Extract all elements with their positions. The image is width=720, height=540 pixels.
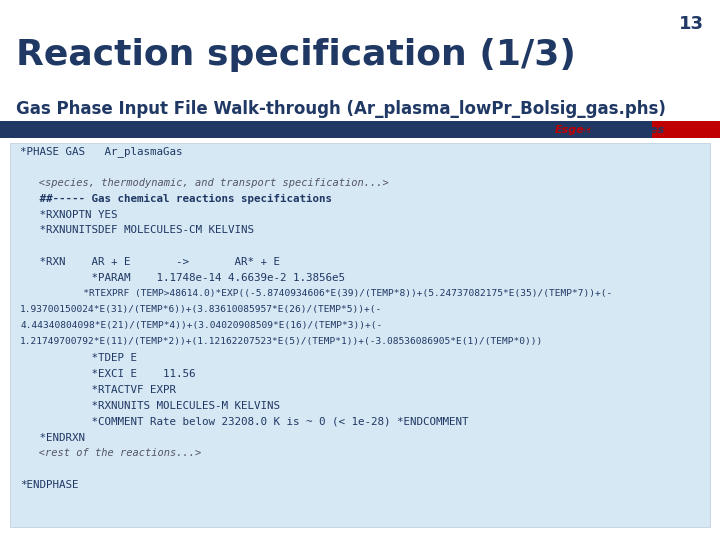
Text: *RTACTVF EXPR: *RTACTVF EXPR xyxy=(20,384,176,395)
Text: 4.44340804098*E(21)/(TEMP*4))+(3.04020908509*E(16)/(TEMP*3))+(-: 4.44340804098*E(21)/(TEMP*4))+(3.0402090… xyxy=(20,321,382,330)
Text: *RXN    AR + E       ->       AR* + E: *RXN AR + E -> AR* + E xyxy=(20,258,280,267)
Bar xyxy=(0,122,720,138)
Text: *COMMENT Rate below 23208.0 K is ~ 0 (< 1e-28) *ENDCOMMENT: *COMMENT Rate below 23208.0 K is ~ 0 (< … xyxy=(20,417,469,427)
Text: *EXCI E    11.56: *EXCI E 11.56 xyxy=(20,369,196,379)
Text: *PARAM    1.1748e-14 4.6639e-2 1.3856e5: *PARAM 1.1748e-14 4.6639e-2 1.3856e5 xyxy=(20,273,345,284)
Bar xyxy=(10,143,710,526)
Text: Esgee: Esgee xyxy=(554,125,592,134)
Text: <species, thermodynamic, and transport specification...>: <species, thermodynamic, and transport s… xyxy=(20,178,389,188)
Text: *RXNUNITSDEF MOLECULES-CM KELVINS: *RXNUNITSDEF MOLECULES-CM KELVINS xyxy=(20,226,254,235)
Text: *ENDPHASE: *ENDPHASE xyxy=(20,481,78,490)
Text: *RTEXPRF (TEMP>48614.0)*EXP((-5.8740934606*E(39)/(TEMP*8))+(5.24737082175*E(35)/: *RTEXPRF (TEMP>48614.0)*EXP((-5.87409346… xyxy=(20,289,613,298)
Text: Reaction specification (1/3): Reaction specification (1/3) xyxy=(16,38,576,72)
Text: *TDEP E: *TDEP E xyxy=(20,353,137,363)
Text: technologies: technologies xyxy=(580,125,665,134)
Text: ##----- Gas chemical reactions specifications: ##----- Gas chemical reactions specifica… xyxy=(20,194,332,204)
Text: 13: 13 xyxy=(679,15,704,33)
Text: *PHASE GAS   Ar_plasmaGas: *PHASE GAS Ar_plasmaGas xyxy=(20,146,183,157)
Text: <rest of the reactions...>: <rest of the reactions...> xyxy=(20,448,202,458)
Text: *RXNUNITS MOLECULES-M KELVINS: *RXNUNITS MOLECULES-M KELVINS xyxy=(20,401,280,411)
Bar xyxy=(652,122,720,138)
Text: 1.93700150024*E(31)/(TEMP*6))+(3.83610085957*E(26)/(TEMP*5))+(-: 1.93700150024*E(31)/(TEMP*6))+(3.8361008… xyxy=(20,305,382,314)
Text: Gas Phase Input File Walk-through (Ar_plasma_lowPr_Bolsig_gas.phs): Gas Phase Input File Walk-through (Ar_pl… xyxy=(16,100,666,118)
Text: 1.21749700792*E(11)/(TEMP*2))+(1.12162207523*E(5)/(TEMP*1))+(-3.08536086905*E(1): 1.21749700792*E(11)/(TEMP*2))+(1.1216220… xyxy=(20,337,544,346)
Text: *RXNOPTN YES: *RXNOPTN YES xyxy=(20,210,117,220)
Text: *ENDRXN: *ENDRXN xyxy=(20,433,85,443)
